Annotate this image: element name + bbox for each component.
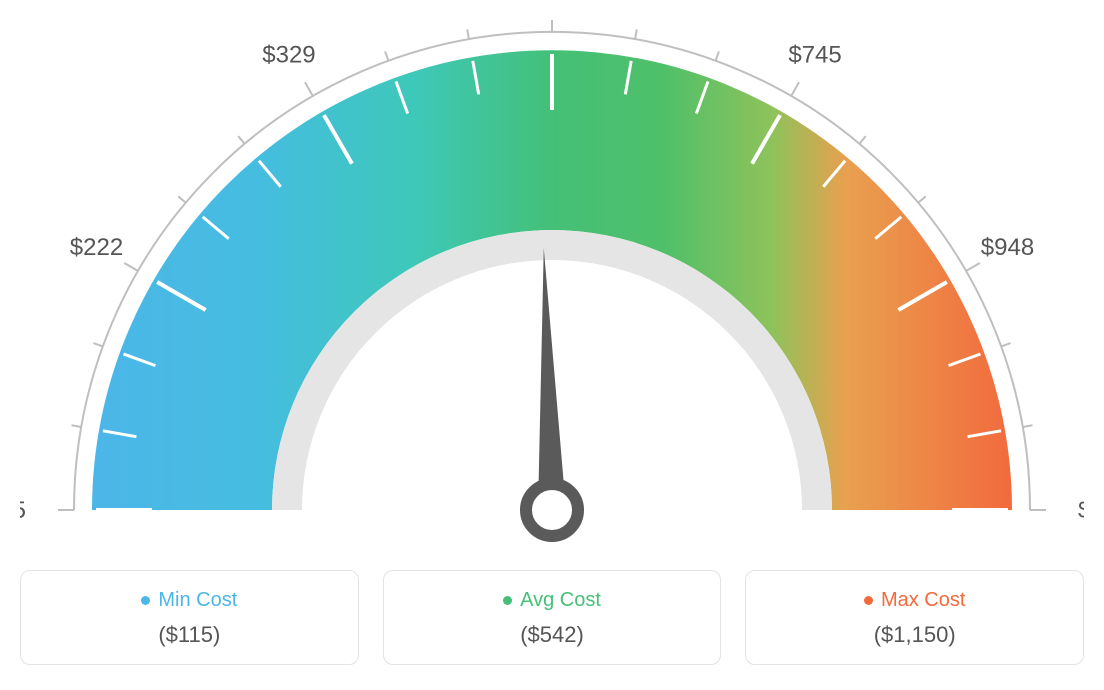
dot-min	[141, 596, 150, 605]
svg-text:$115: $115	[20, 497, 26, 524]
legend-title-max: Max Cost	[864, 589, 965, 612]
legend-value-max: ($1,150)	[756, 622, 1073, 648]
cost-gauge-chart: $115$222$329$542$745$948$1,150 Min Cost …	[20, 20, 1084, 665]
gauge-area: $115$222$329$542$745$948$1,150	[20, 20, 1084, 560]
legend-label-avg: Avg Cost	[520, 589, 601, 612]
svg-text:$1,150: $1,150	[1078, 497, 1084, 524]
legend-card-min: Min Cost ($115)	[20, 570, 359, 665]
legend-label-max: Max Cost	[881, 589, 965, 612]
svg-text:$745: $745	[788, 41, 841, 68]
legend-title-avg: Avg Cost	[503, 589, 601, 612]
svg-text:$948: $948	[981, 234, 1034, 261]
legend-value-avg: ($542)	[394, 622, 711, 648]
gauge-svg: $115$222$329$542$745$948$1,150	[20, 20, 1084, 560]
legend-title-min: Min Cost	[141, 589, 237, 612]
dot-max	[864, 596, 873, 605]
legend-card-avg: Avg Cost ($542)	[383, 570, 722, 665]
legend-row: Min Cost ($115) Avg Cost ($542) Max Cost…	[20, 570, 1084, 665]
legend-card-max: Max Cost ($1,150)	[745, 570, 1084, 665]
legend-label-min: Min Cost	[158, 589, 237, 612]
legend-value-min: ($115)	[31, 622, 348, 648]
svg-text:$222: $222	[70, 234, 123, 261]
dot-avg	[503, 596, 512, 605]
svg-text:$329: $329	[262, 41, 315, 68]
